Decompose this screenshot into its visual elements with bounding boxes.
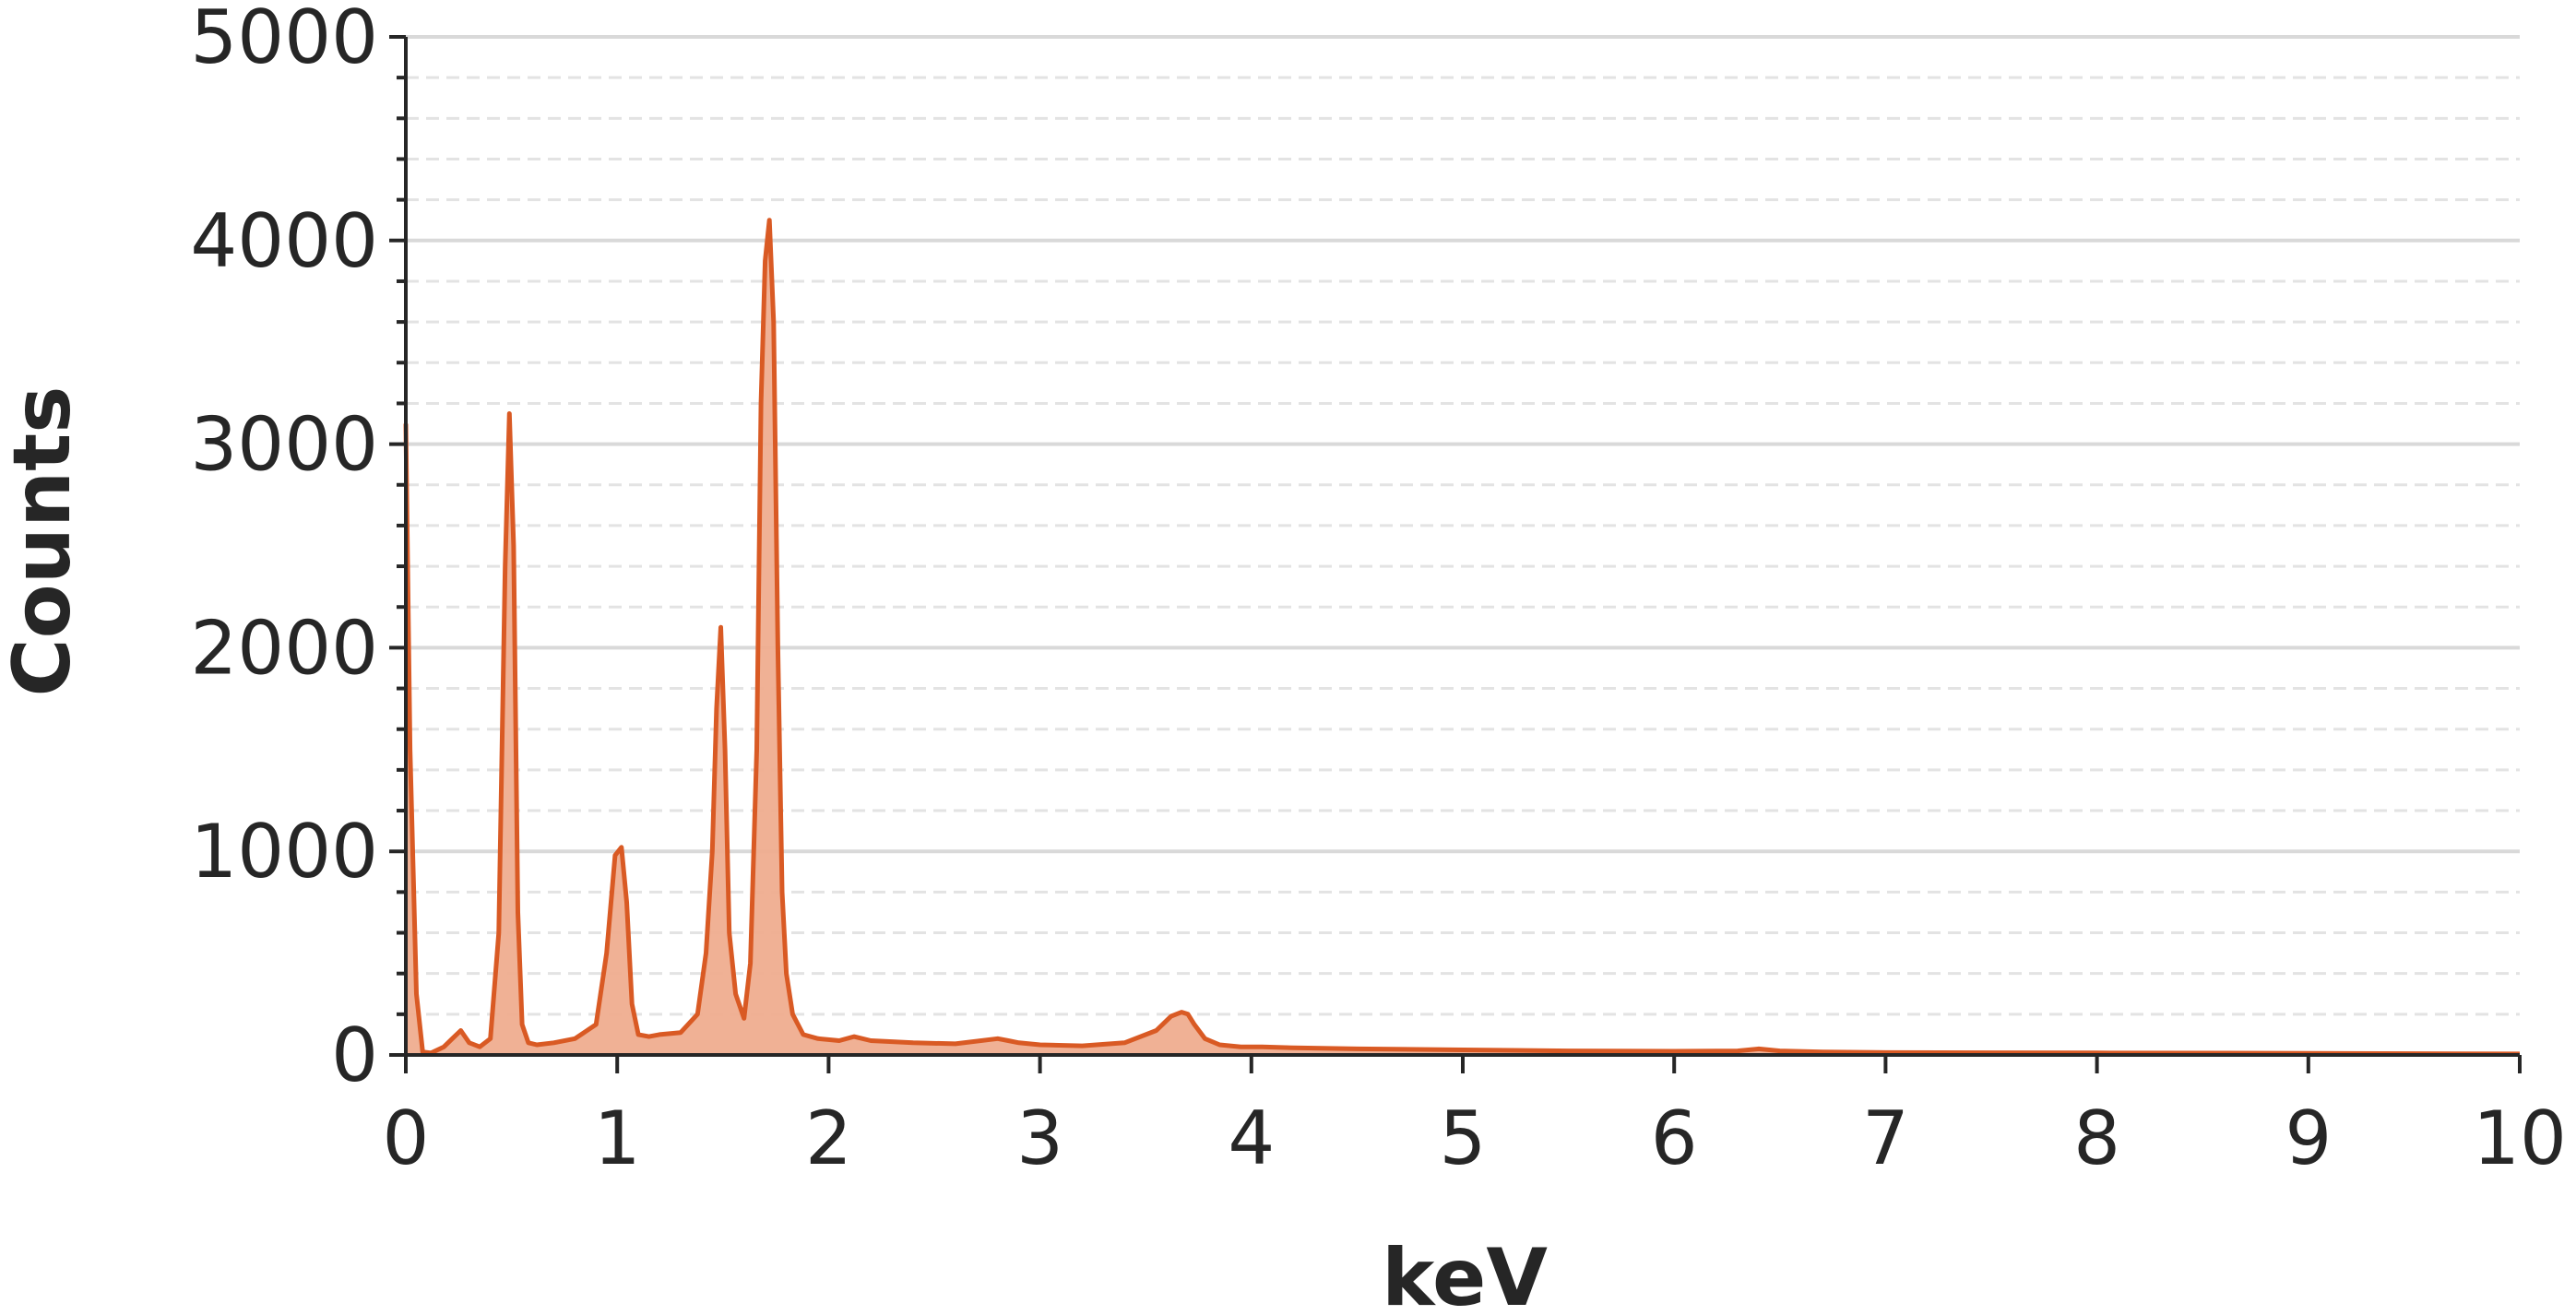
- x-tick-label: 5: [1440, 1096, 1487, 1181]
- x-tick-label: 0: [383, 1096, 430, 1181]
- x-tick-label: 1: [594, 1096, 641, 1181]
- x-tick-label: 8: [2073, 1096, 2120, 1181]
- y-tick-label: 0: [331, 1013, 378, 1098]
- axis-ticks: [389, 35, 2522, 1073]
- y-tick-label: 4000: [190, 198, 378, 284]
- spectrum-line: [403, 218, 2521, 1057]
- x-tick-label: 7: [1862, 1096, 1909, 1181]
- y-tick-label: 5000: [190, 0, 378, 80]
- x-axis-title: keV: [1382, 1232, 1548, 1315]
- x-tick-label: 6: [1651, 1096, 1698, 1181]
- y-tick-label: 2000: [190, 605, 378, 691]
- y-tick-label: 1000: [190, 809, 378, 894]
- y-tick-label: 3000: [190, 402, 378, 488]
- y-axis-title: Counts: [0, 386, 89, 697]
- tick-labels: 0 1000 2000 3000 4000 5000 0 1 2 3 4 5 6 7 8 9 10: [190, 0, 2566, 1181]
- x-tick-label: 9: [2285, 1096, 2332, 1181]
- x-tick-label: 10: [2473, 1096, 2567, 1181]
- spectrum-area: [406, 219, 2520, 1055]
- x-tick-label: 4: [1228, 1096, 1275, 1181]
- x-tick-label: 2: [805, 1096, 852, 1181]
- x-tick-label: 3: [1016, 1096, 1063, 1181]
